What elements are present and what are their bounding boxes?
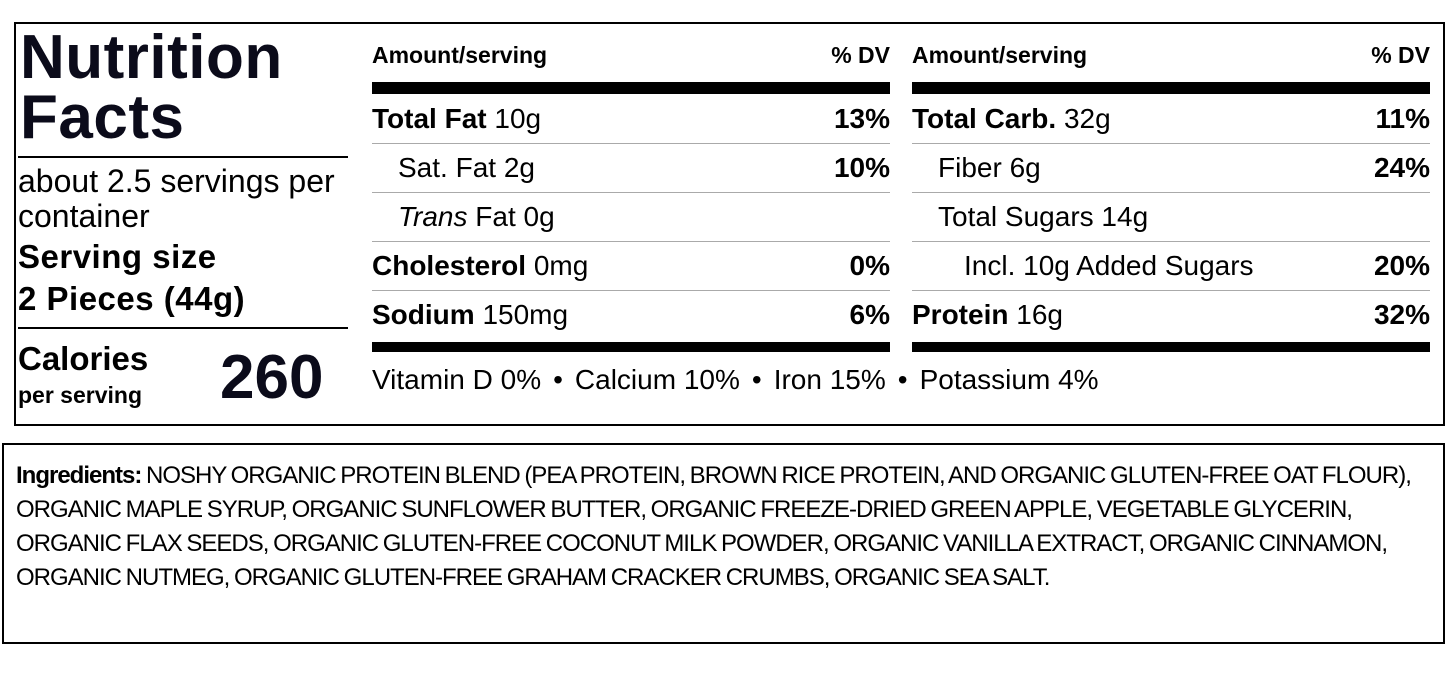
nutrient-amount: 16g [1016, 299, 1063, 330]
nutrient-row: Total Carb. 32g 11% [912, 95, 1430, 144]
nutrient-amount: 14g [1101, 201, 1149, 232]
ingredients-panel: Ingredients: NOSHY ORGANIC PROTEIN BLEND… [2, 443, 1445, 644]
calories-label: Calories [18, 340, 149, 377]
nutrient-name-wrap: Protein 16g [912, 299, 1063, 330]
nutrient-column: Amount/serving % DV Total Carb. 32g 11% Fibe… [912, 24, 1430, 354]
separator: • [751, 364, 762, 395]
thick-bar [372, 342, 890, 352]
thick-bar [372, 82, 890, 94]
ingredients-text: NOSHY ORGANIC PROTEIN BLEND (PEA PROTEIN… [16, 462, 1412, 591]
nutrient-name-wrap: Trans Fat 0g [372, 201, 555, 232]
nutrient-name: Fat [475, 201, 516, 232]
header-amount: Amount/serving [912, 42, 1088, 68]
vitamin: Iron 15% [773, 364, 886, 395]
nutrient-column: Amount/serving % DV Total Fat 10g 13% Sat. F… [372, 24, 890, 354]
nutrient-amount: 32g [1063, 103, 1111, 134]
nutrient-name: Cholesterol [372, 250, 527, 281]
nutrient-row: Cholesterol 0mg 0% [372, 242, 890, 291]
nutrient-row: Sat. Fat 2g 10% [372, 144, 890, 193]
nutrient-dv: 20% [1373, 250, 1430, 281]
nutrient-name: Protein [912, 299, 1009, 330]
nutrient-row: Sodium 150mg 6% [372, 291, 890, 339]
nutrient-row: Total Fat 10g 13% [372, 95, 890, 144]
nutrient-name-wrap: Total Fat 10g [372, 103, 541, 134]
nutrient-dv: 0% [849, 250, 890, 281]
nutrient-row: Total Sugars 14g [912, 193, 1430, 242]
calories-sub: per serving [18, 382, 142, 408]
nutrient-dv: 6% [849, 299, 890, 330]
nutrient-dv: 13% [833, 103, 890, 134]
header-dv: % DV [1371, 42, 1430, 68]
ingredients: Ingredients: NOSHY ORGANIC PROTEIN BLEND… [16, 459, 1426, 595]
header-amount: Amount/serving [372, 42, 548, 68]
rule [18, 327, 348, 329]
separator: • [897, 364, 908, 395]
nutrient-amount: 6g [1009, 152, 1041, 183]
nutrient-name: Sodium [372, 299, 475, 330]
thick-bar [912, 342, 1430, 352]
nutrient-name-wrap: Sodium 150mg [372, 299, 568, 330]
nutrient-name-wrap: Incl. 10g Added Sugars [912, 250, 1254, 281]
nutrient-dv: 10% [833, 152, 890, 183]
nutrient-row: Fiber 6g 24% [912, 144, 1430, 193]
rule [18, 156, 348, 158]
nutrient-name: Total Fat [372, 103, 487, 134]
nutrient-amount: 2g [503, 152, 535, 183]
calories: 260 [220, 343, 324, 412]
header-dv: % DV [831, 42, 890, 68]
nutrient-amount: 10g [494, 103, 542, 134]
nutrient-name: Total Carb. [912, 103, 1057, 134]
serving-size: 2 Pieces (44g) [18, 280, 246, 317]
nutrient-row: Incl. 10g Added Sugars 20% [912, 242, 1430, 291]
servings: about 2.5 servings per container [18, 163, 335, 234]
vitamin: Potassium 4% [919, 364, 1099, 395]
separator: • [553, 364, 563, 395]
facts-panel: Nutrition Facts about 2.5 servings per c… [14, 22, 1445, 426]
vitamin: Calcium 10% [574, 364, 740, 395]
nutrient-dv: 11% [1375, 103, 1431, 134]
nutrient-name: Incl. 10g Added Sugars [964, 250, 1254, 281]
nutrient-name-wrap: Sat. Fat 2g [372, 152, 535, 183]
nutrient-amount: 0mg [533, 250, 589, 281]
nutrient-amount: 150mg [482, 299, 569, 330]
nutrient-name-wrap: Fiber 6g [912, 152, 1041, 183]
vitamins: Vitamin D 0% • Calcium 10% • Iron 15% • Potass… [372, 364, 1099, 396]
ingredients-label: Ingredients: [16, 462, 142, 489]
nutrient-dv: 24% [1373, 152, 1430, 183]
vitamin: Vitamin D 0% [372, 364, 542, 395]
nutrient-dv: 32% [1373, 299, 1430, 330]
nutrient-name-wrap: Total Sugars 14g [912, 201, 1148, 232]
nutrient-name: Sat. Fat [398, 152, 497, 183]
nutrient-name: Total Sugars [938, 201, 1094, 232]
nutrient-row: Protein 16g 32% [912, 291, 1430, 339]
thick-bar [912, 82, 1430, 94]
nutrient-name-wrap: Cholesterol 0mg [372, 250, 588, 281]
serving-size-label: Serving size [18, 238, 217, 275]
title: Nutrition Facts [20, 23, 283, 152]
nutrient-amount: 0g [523, 201, 555, 232]
nutrient-name: Fiber [938, 152, 1002, 183]
nutrient-row: Trans Fat 0g [372, 193, 890, 242]
nutrient-italic: Trans [398, 201, 468, 232]
nutrient-name-wrap: Total Carb. 32g [912, 103, 1111, 134]
